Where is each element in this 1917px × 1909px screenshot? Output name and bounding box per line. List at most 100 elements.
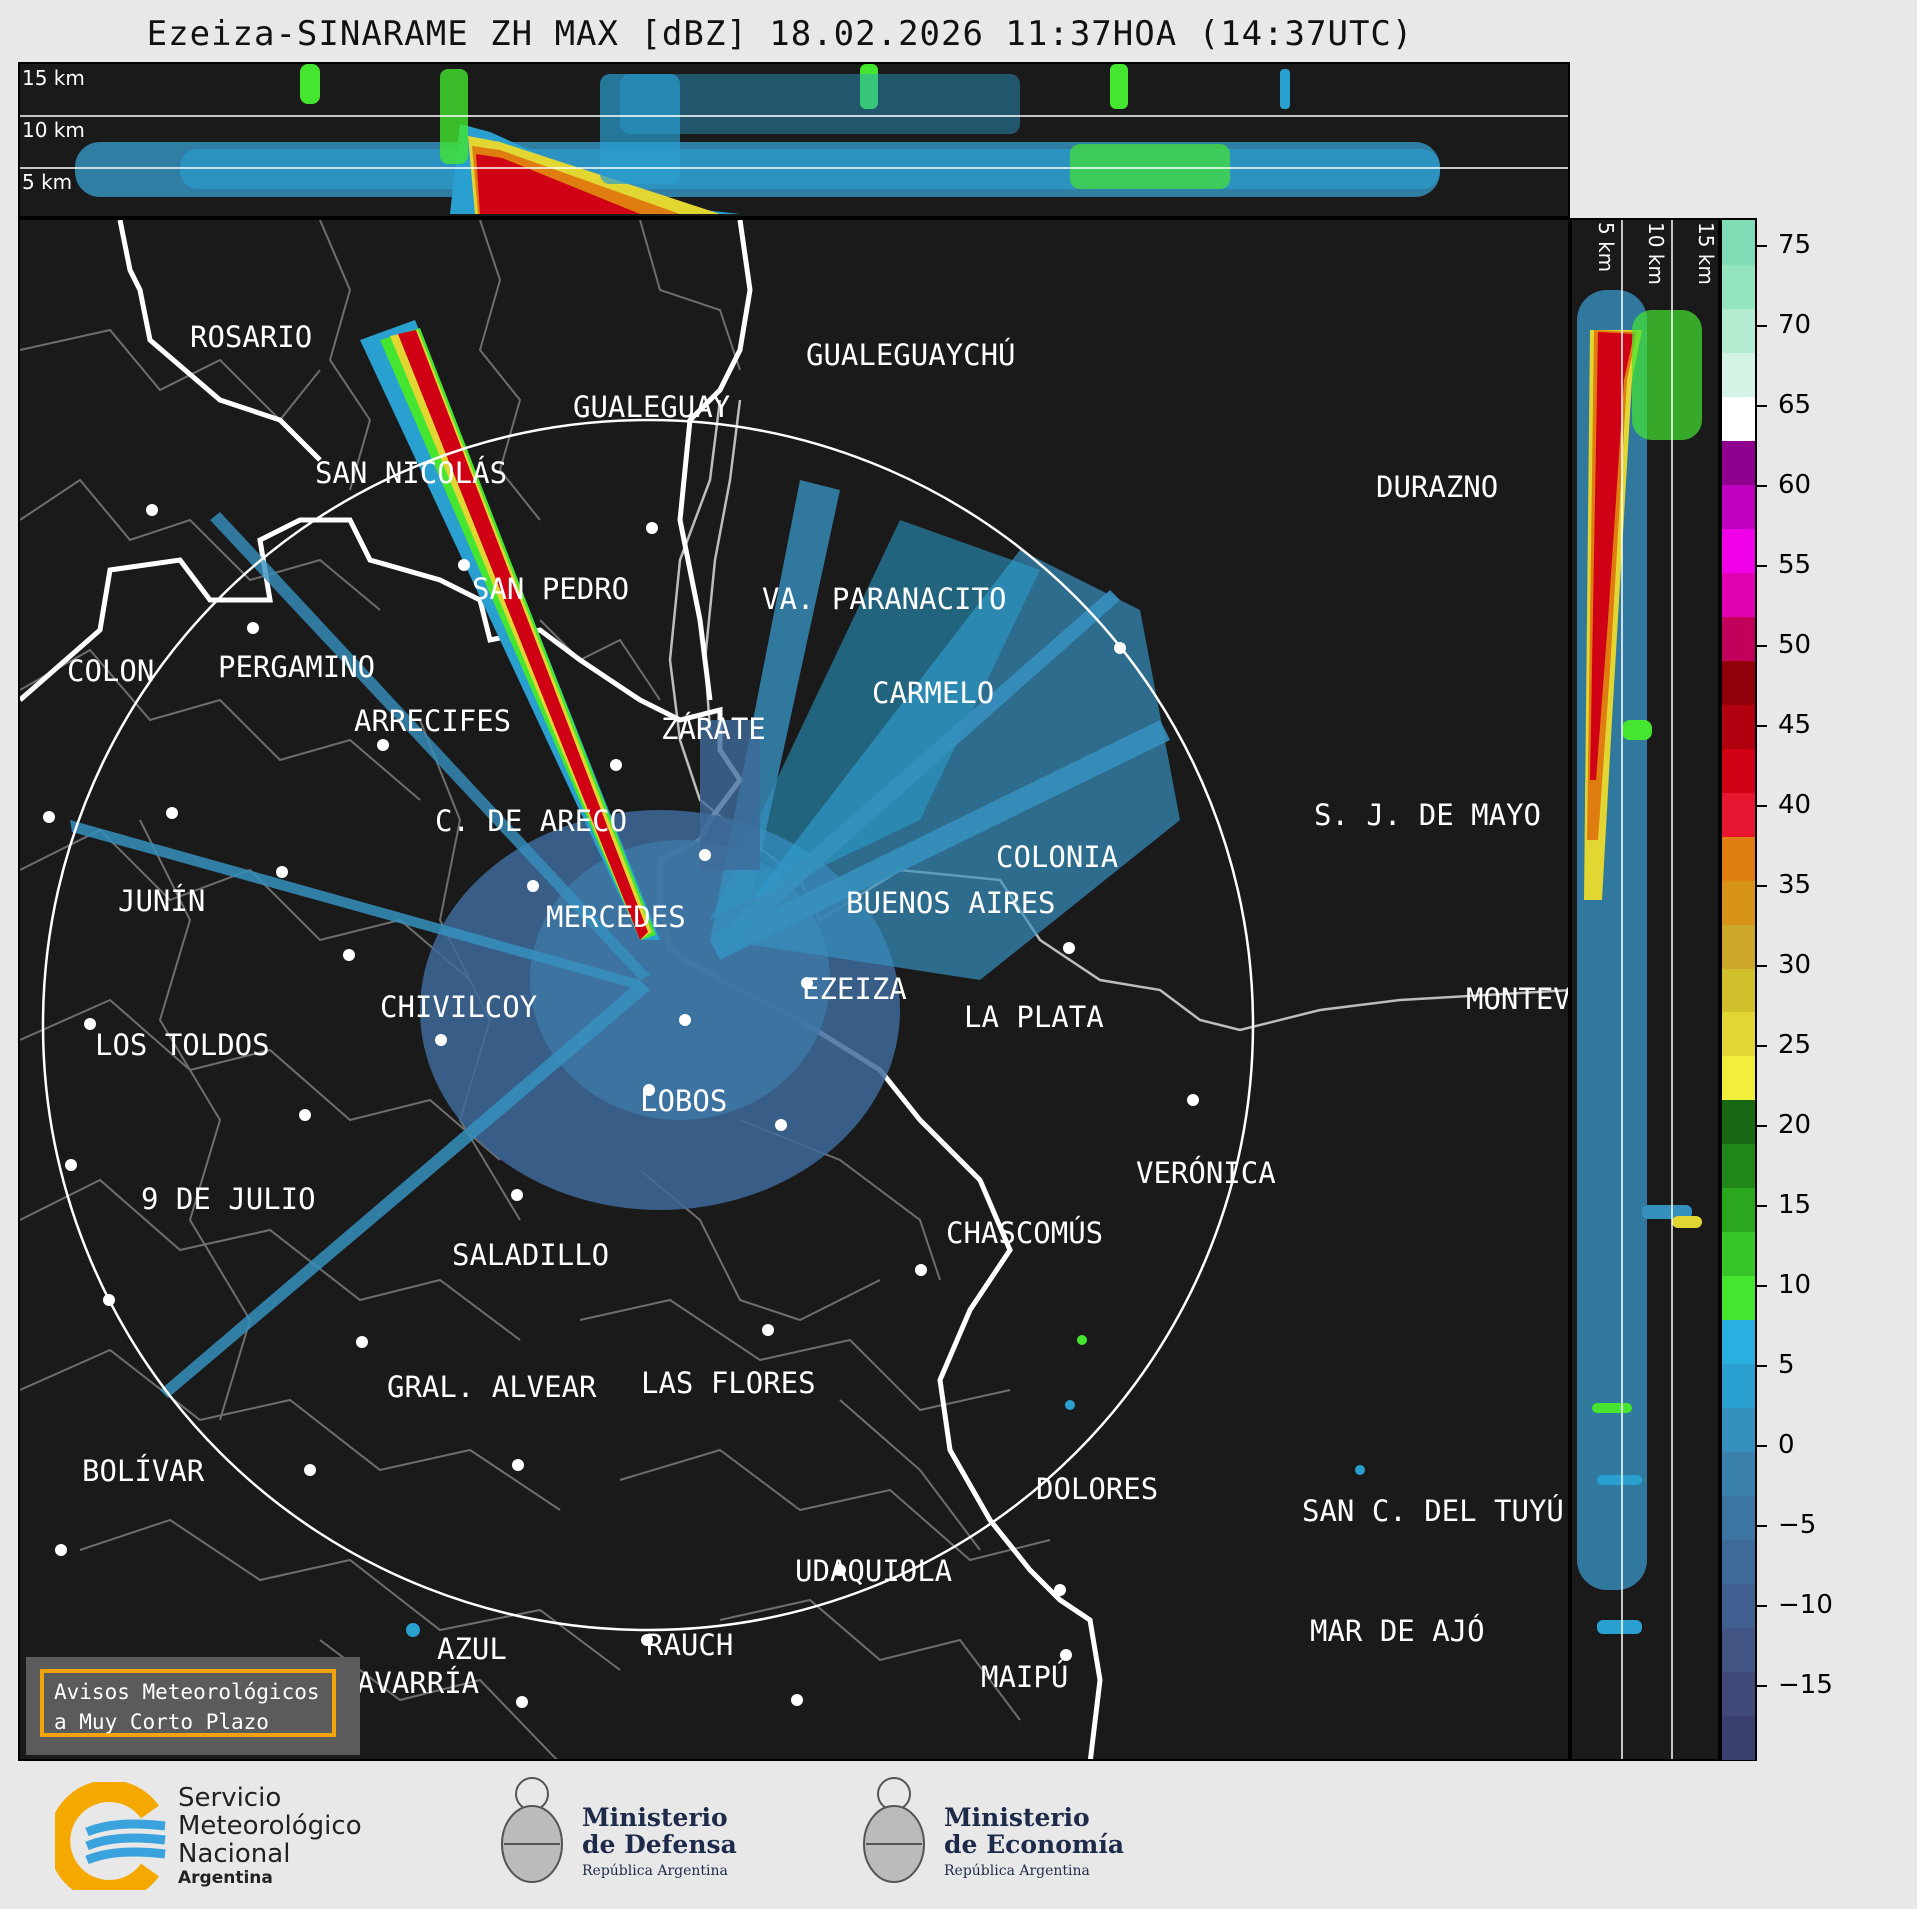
city-label: CHASCOMÚS <box>946 1216 1104 1250</box>
colorbar-tick-label: 65 <box>1778 390 1812 420</box>
colorbar-segment <box>1722 1495 1755 1541</box>
range-ring <box>41 418 1255 1632</box>
colorbar-tick-mark <box>1757 1445 1767 1447</box>
colorbar-segment <box>1722 1407 1755 1453</box>
radar-echoes <box>70 320 1365 1637</box>
city-label: GRAL. ALVEAR <box>387 1370 597 1404</box>
colorbar-tick-label: 5 <box>1778 1350 1795 1380</box>
colorbar-segment <box>1722 703 1755 749</box>
colorbar-tick-label: 75 <box>1778 230 1812 260</box>
smn-logo-icon <box>55 1782 166 1890</box>
colorbar-segment <box>1722 395 1755 441</box>
colorbar-segment <box>1722 747 1755 793</box>
colorbar-segment <box>1722 659 1755 705</box>
city-label: S. J. DE MAYO <box>1314 798 1541 832</box>
city-label: GUALEGUAYCHÚ <box>806 338 1016 372</box>
colorbar-tick-label: 0 <box>1778 1430 1795 1460</box>
city-label: SAN PEDRO <box>472 572 630 606</box>
colorbar-tick-mark <box>1757 1285 1767 1287</box>
city-label: JUNÍN <box>118 884 206 918</box>
argentina-coat-of-arms-icon <box>501 1777 563 1883</box>
chart-title: Ezeiza-SINARAME ZH MAX [dBZ] 18.02.2026 … <box>146 14 1414 54</box>
colorbar-segment <box>1722 351 1755 397</box>
right-height-panel: 5 km 10 km 15 km <box>1570 218 1720 1761</box>
colorbar-tick-label: 40 <box>1778 790 1812 820</box>
city-label: ARRECIFES <box>354 704 512 738</box>
colorbar-segment <box>1722 1715 1755 1760</box>
right-height-label: 15 km <box>1694 222 1718 285</box>
colorbar-tick-label: 60 <box>1778 470 1812 500</box>
city-label: C. DE ARECO <box>435 804 628 838</box>
city-label: ZÁRATE <box>661 712 766 746</box>
city-label: LA PLATA <box>964 1000 1104 1034</box>
colorbar-segment <box>1722 439 1755 485</box>
colorbar-segment <box>1722 1363 1755 1409</box>
colorbar-tick-mark <box>1757 805 1767 807</box>
colorbar-tick-label: 30 <box>1778 950 1812 980</box>
colorbar-tick-label: 10 <box>1778 1270 1812 1300</box>
colorbar-tick-label: 35 <box>1778 870 1812 900</box>
city-label: SAN NICOLÁS <box>315 456 508 490</box>
colorbar-tick-mark <box>1757 1685 1767 1687</box>
colorbar-segment <box>1722 1099 1755 1145</box>
colorbar-tick-label: 15 <box>1778 1190 1812 1220</box>
city-label: BOLÍVAR <box>82 1454 205 1488</box>
city-dots <box>43 504 1199 1716</box>
colorbar-tick-mark <box>1757 405 1767 407</box>
city-label: DURAZNO <box>1376 470 1499 504</box>
colorbar-segment <box>1722 835 1755 881</box>
colorbar-tick-label: 25 <box>1778 1030 1812 1060</box>
colorbar-tick-label: −10 <box>1778 1590 1833 1620</box>
colorbar-tick-label: 45 <box>1778 710 1812 740</box>
colorbar-segment <box>1722 1583 1755 1629</box>
top-panel-echoes <box>20 64 1568 214</box>
colorbar-tick-mark <box>1757 965 1767 967</box>
top-height-panel: 15 km 10 km 5 km <box>18 62 1570 218</box>
colorbar-tick-mark <box>1757 1605 1767 1607</box>
right-panel-echoes <box>1577 220 1702 1759</box>
city-label: RAUCH <box>646 1628 734 1662</box>
city-label: MONTEVIDEO <box>1466 982 1570 1016</box>
right-height-label: 5 km <box>1594 222 1618 273</box>
top-height-label: 10 km <box>22 118 85 142</box>
city-label: LAS FLORES <box>641 1366 816 1400</box>
colorbar-segment <box>1722 263 1755 309</box>
colorbar-tick-mark <box>1757 1525 1767 1527</box>
colorbar-tick-mark <box>1757 1045 1767 1047</box>
colorbar-tick-mark <box>1757 885 1767 887</box>
city-label: 9 DE JULIO <box>141 1182 316 1216</box>
city-label: PERGAMINO <box>218 650 376 684</box>
colorbar-tick-mark <box>1757 1125 1767 1127</box>
city-label: MERCEDES <box>546 900 686 934</box>
colorbar-segment <box>1722 220 1755 265</box>
colorbar-tick-mark <box>1757 245 1767 247</box>
city-label: CARMELO <box>872 676 995 710</box>
colorbar-segment <box>1722 615 1755 661</box>
colorbar-segment <box>1722 923 1755 969</box>
colorbar-tick-mark <box>1757 325 1767 327</box>
colorbar-segment <box>1722 879 1755 925</box>
city-label: MAR DE AJÓ <box>1310 1614 1485 1648</box>
top-height-label: 15 km <box>22 66 85 90</box>
top-height-label: 5 km <box>22 170 73 194</box>
colorbar-tick-label: −15 <box>1778 1670 1833 1700</box>
smn-logo-text: Servicio Meteorológico Nacional Argentin… <box>178 1783 362 1888</box>
warning-line-1: Avisos Meteorológicos <box>54 1680 320 1704</box>
defensa-logo-text: Ministerio de Defensa República Argentin… <box>582 1803 737 1879</box>
colorbar-segment <box>1722 1011 1755 1057</box>
argentina-coat-of-arms-icon <box>863 1777 925 1883</box>
colorbar-segment <box>1722 1231 1755 1277</box>
city-label: MAIPÚ <box>981 1660 1069 1694</box>
colorbar-segment <box>1722 791 1755 837</box>
colorbar-tick-label: 20 <box>1778 1110 1812 1140</box>
colorbar-segment <box>1722 1539 1755 1585</box>
map-canvas <box>20 220 1568 1759</box>
colorbar-segment <box>1722 967 1755 1013</box>
colorbar-tick-mark <box>1757 485 1767 487</box>
city-label: VA. PARANACITO <box>762 582 1007 616</box>
colorbar-segment <box>1722 1671 1755 1717</box>
city-label: LOBOS <box>640 1084 728 1118</box>
economia-logo-text: Ministerio de Economía República Argenti… <box>944 1803 1125 1879</box>
warning-box: Avisos Meteorológicos a Muy Corto Plazo <box>26 1657 360 1755</box>
city-label: LOS TOLDOS <box>95 1028 270 1062</box>
